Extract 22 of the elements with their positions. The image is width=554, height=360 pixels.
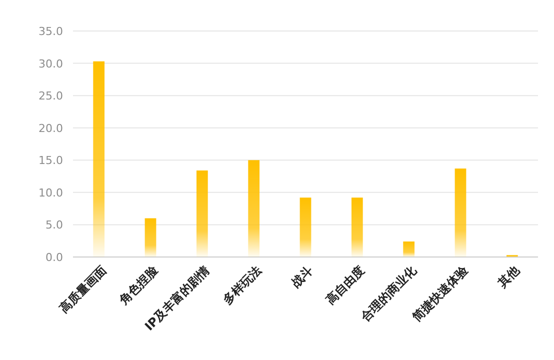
x-tick-label: 高自由度 — [323, 263, 368, 308]
x-tick-label: 多样玩法 — [220, 263, 264, 308]
y-tick-label: 15.0 — [38, 154, 63, 168]
bar — [196, 170, 208, 257]
bar — [403, 242, 415, 257]
bar — [144, 218, 156, 257]
x-tick-label: 高质量画面 — [56, 263, 109, 316]
bar — [454, 168, 466, 257]
y-tick-label: 30.0 — [38, 57, 63, 70]
y-tick-label: 20.0 — [38, 122, 63, 135]
x-tick-label: 其他 — [494, 262, 523, 291]
bar — [300, 198, 312, 257]
y-tick-label: 5.0 — [46, 218, 63, 232]
y-tick-label: 25.0 — [38, 90, 63, 103]
bar — [93, 61, 105, 257]
x-tick-label: 战斗 — [288, 263, 316, 290]
bar — [248, 160, 260, 257]
bar — [351, 198, 363, 257]
y-tick-label: 10.0 — [38, 186, 63, 200]
x-tick-label: 角色捏脸 — [116, 262, 162, 308]
y-tick-label: 0.0 — [46, 251, 63, 264]
y-tick-label: 35.0 — [38, 25, 63, 38]
